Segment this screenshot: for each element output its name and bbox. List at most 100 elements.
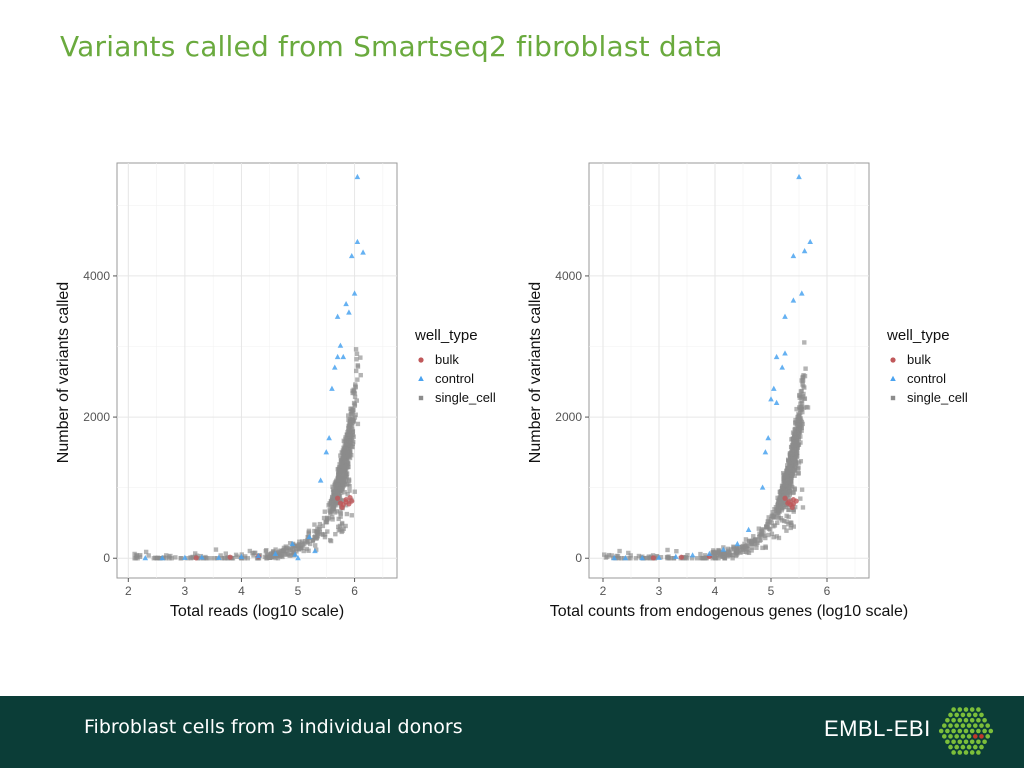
point-bulk	[227, 554, 233, 560]
point-control	[354, 238, 361, 245]
point-single-cell	[321, 515, 327, 521]
point-control	[295, 555, 301, 561]
logo-dot	[976, 750, 981, 755]
point-single-cell	[743, 544, 749, 549]
point-single-cell	[746, 550, 752, 556]
point-single-cell	[296, 541, 302, 547]
legend-key-single-cell	[890, 395, 896, 401]
point-single-cell	[787, 489, 793, 494]
point-single-cell	[713, 549, 719, 555]
point-single-cell	[798, 496, 803, 501]
point-single-cell	[344, 511, 350, 517]
point-control	[782, 313, 788, 319]
point-control	[326, 435, 332, 441]
point-single-cell	[345, 449, 350, 454]
x-tick-label: 6	[351, 584, 358, 598]
point-single-cell	[307, 541, 313, 547]
logo-dot	[982, 739, 987, 745]
point-single-cell	[351, 439, 356, 445]
point-single-cell	[355, 363, 360, 368]
point-single-cell	[779, 508, 784, 513]
logo-dot	[976, 707, 981, 712]
footer-bar: Fibroblast cells from 3 individual donor…	[0, 696, 1024, 768]
point-single-cell	[769, 531, 775, 537]
point-single-cell	[731, 545, 737, 550]
point-bulk	[343, 499, 349, 505]
legend-key-single-cell	[418, 395, 424, 401]
point-single-cell	[801, 384, 806, 389]
point-single-cell	[342, 439, 347, 445]
footer-caption: Fibroblast cells from 3 individual donor…	[84, 716, 463, 738]
point-control	[142, 555, 149, 561]
logo-dot	[973, 712, 978, 718]
point-single-cell	[606, 552, 612, 558]
point-single-cell	[791, 507, 796, 512]
point-control	[329, 385, 335, 391]
point-single-cell	[218, 553, 223, 558]
point-single-cell	[322, 532, 328, 537]
point-single-cell	[685, 552, 690, 558]
logo-dot	[976, 728, 981, 734]
point-control	[622, 555, 629, 561]
point-control	[807, 238, 813, 245]
point-single-cell	[798, 440, 803, 445]
logo-dot	[942, 723, 947, 728]
point-single-cell	[636, 553, 642, 559]
logo-dot	[960, 734, 966, 739]
point-single-cell	[264, 547, 269, 553]
point-single-cell	[132, 551, 137, 557]
point-single-cell	[264, 553, 270, 558]
point-control	[337, 342, 344, 348]
logo-dot	[945, 728, 950, 734]
point-single-cell	[286, 547, 292, 553]
point-single-cell	[330, 517, 335, 522]
logo-dot	[963, 717, 969, 723]
point-single-cell	[786, 514, 791, 520]
logo-dot	[960, 744, 966, 750]
point-single-cell	[339, 477, 344, 482]
logo-dot	[954, 744, 959, 750]
point-control	[673, 553, 679, 559]
point-single-cell	[799, 428, 804, 433]
point-single-cell	[802, 396, 808, 401]
point-single-cell	[352, 415, 358, 420]
point-single-cell	[353, 368, 359, 374]
point-single-cell	[342, 453, 347, 459]
point-single-cell	[325, 516, 330, 521]
logo-dot	[963, 750, 969, 755]
point-single-cell	[301, 548, 306, 554]
y-tick-label: 2000	[83, 410, 110, 424]
point-control	[346, 309, 352, 315]
legend-key-control	[418, 375, 424, 381]
point-single-cell	[626, 550, 631, 556]
point-control	[348, 252, 355, 259]
logo-dot	[966, 723, 972, 728]
point-single-cell	[348, 441, 353, 446]
point-single-cell	[792, 468, 797, 474]
point-control	[706, 550, 713, 557]
point-single-cell	[729, 553, 734, 558]
logo-dot	[988, 728, 994, 734]
point-control	[334, 313, 341, 319]
point-control	[199, 554, 205, 560]
point-single-cell	[619, 556, 624, 561]
point-single-cell	[780, 471, 786, 476]
point-single-cell	[770, 510, 775, 515]
point-single-cell	[778, 503, 784, 508]
point-single-cell	[794, 406, 799, 412]
point-single-cell	[702, 556, 707, 561]
point-single-cell	[743, 537, 749, 542]
logo-dot	[957, 728, 963, 734]
point-single-cell	[151, 556, 157, 561]
point-single-cell	[169, 556, 174, 561]
point-control	[159, 555, 166, 561]
point-single-cell	[798, 434, 803, 439]
point-single-cell	[790, 443, 796, 449]
logo-dot	[979, 734, 984, 739]
point-single-cell	[349, 513, 354, 518]
point-single-cell	[134, 553, 140, 558]
point-single-cell	[143, 549, 149, 555]
point-single-cell	[344, 432, 350, 437]
point-single-cell	[755, 540, 760, 546]
point-single-cell	[346, 478, 352, 483]
